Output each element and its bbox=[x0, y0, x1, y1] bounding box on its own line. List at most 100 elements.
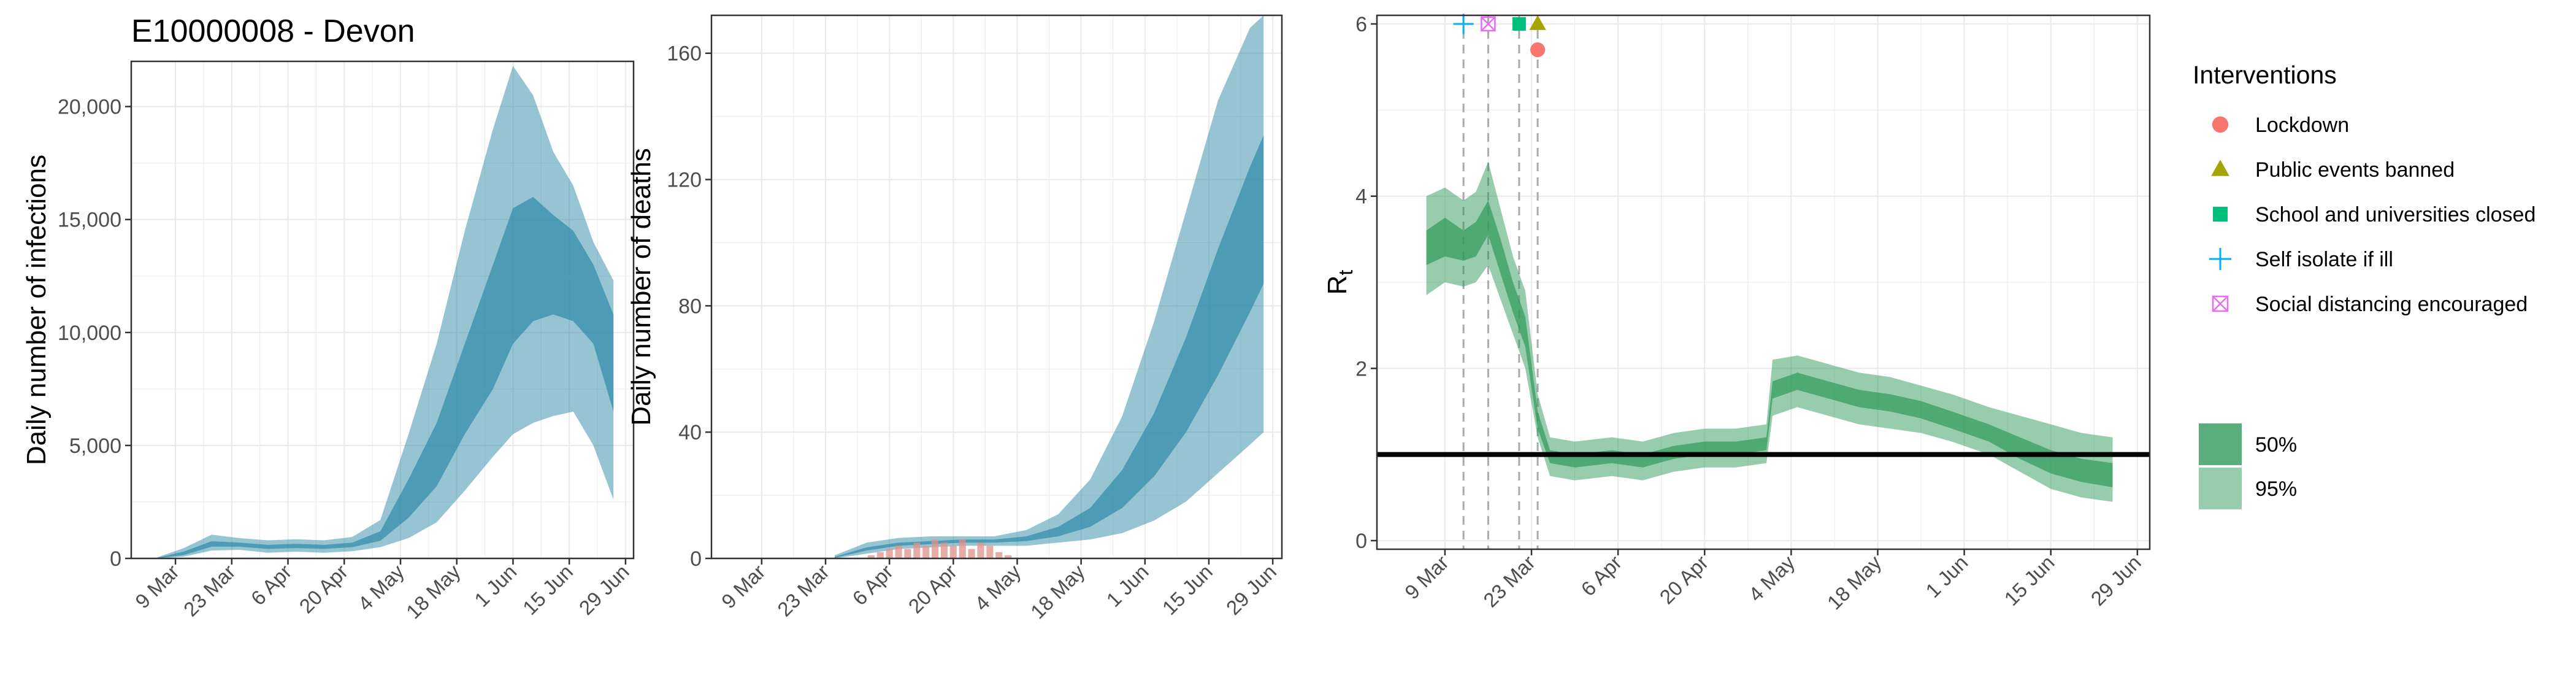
y-tick-label: 20,000 bbox=[58, 96, 121, 119]
x-tick-label: 1 Jun bbox=[1102, 560, 1152, 611]
intervention-marker bbox=[1481, 16, 1496, 32]
observed-death-bar bbox=[931, 539, 939, 558]
y-tick-label: 80 bbox=[678, 295, 702, 318]
legend-item-label: Public events banned bbox=[2255, 158, 2455, 182]
y-tick-label: 120 bbox=[667, 169, 702, 192]
intervention-marker bbox=[1530, 42, 1546, 58]
intervention-marker bbox=[1512, 17, 1526, 31]
x-tick-label: 23 Mar bbox=[179, 560, 240, 621]
legend-key-triangle bbox=[2211, 160, 2229, 176]
plot-area bbox=[155, 66, 614, 558]
x-tick-label: 4 May bbox=[1744, 550, 1800, 606]
observed-death-bar bbox=[922, 546, 930, 558]
plot-area bbox=[834, 15, 1264, 558]
legend-ci-swatch bbox=[2199, 468, 2242, 509]
legend-key-circle bbox=[2212, 116, 2229, 133]
x-tick-label: 1 Jun bbox=[1921, 551, 1972, 602]
x-tick-label: 23 Mar bbox=[1479, 551, 1539, 612]
observed-death-bar bbox=[1005, 555, 1012, 558]
y-axis-label-subscript: t bbox=[1335, 270, 1357, 276]
y-tick-label: 10,000 bbox=[58, 322, 121, 345]
legend-ci: 50% 95% bbox=[2199, 423, 2297, 509]
observed-death-bar bbox=[895, 546, 902, 558]
ci95-band bbox=[155, 66, 614, 558]
panel-deaths: 0 40 80 120 160 9 Mar 23 Mar 6 Apr 20 Apr 4 May 18… bbox=[626, 14, 1283, 623]
panel-frame bbox=[710, 14, 1283, 560]
legend: Interventions Lockdown Public events bann… bbox=[2193, 61, 2536, 509]
ci50-band bbox=[834, 135, 1264, 558]
chart-title: E10000008 - Devon bbox=[131, 14, 415, 49]
x-tick-label: 1 Jun bbox=[470, 560, 521, 611]
observed-death-bar bbox=[867, 555, 875, 558]
y-tick-label: 15,000 bbox=[58, 209, 121, 232]
x-tick-label: 6 Apr bbox=[247, 560, 296, 610]
y-tick-label: 6 bbox=[1355, 13, 1367, 36]
boxx-box bbox=[1481, 16, 1496, 32]
y-tick-label: 2 bbox=[1355, 357, 1367, 380]
observed-death-bar bbox=[886, 549, 893, 558]
x-tick-label: 20 Apr bbox=[904, 560, 962, 618]
boxx-box bbox=[2212, 295, 2229, 312]
x-tick-label: 29 Jun bbox=[575, 560, 634, 619]
observed-death-bar bbox=[949, 546, 957, 558]
observed-death-bar bbox=[986, 546, 994, 558]
legend-item-label: Lockdown bbox=[2255, 114, 2349, 137]
intervention-marker bbox=[1453, 14, 1474, 34]
observed-death-bar bbox=[940, 542, 948, 558]
plot-area bbox=[1426, 15, 2113, 549]
x-tick-label: 29 Jun bbox=[2087, 551, 2145, 610]
legend-ci-label: 50% bbox=[2255, 433, 2297, 457]
boxx-d2 bbox=[2212, 296, 2228, 312]
x-tick-label: 20 Apr bbox=[295, 560, 353, 618]
x-tick-label: 4 May bbox=[970, 560, 1025, 615]
observed-death-bar bbox=[968, 549, 975, 558]
y-tick-label: 0 bbox=[690, 547, 702, 571]
ci50-band bbox=[155, 196, 614, 558]
x-tick-label: 9 Mar bbox=[717, 560, 770, 613]
x-tick-label: 18 May bbox=[1026, 560, 1089, 623]
y-tick-label: 5,000 bbox=[69, 434, 121, 458]
y-axis-label: Daily number of deaths bbox=[626, 148, 656, 425]
y-tick-label: 4 bbox=[1355, 185, 1367, 209]
boxx-d2 bbox=[1481, 17, 1496, 31]
legend-item-label: Social distancing encouraged bbox=[2255, 293, 2528, 316]
legend-ci-swatch bbox=[2199, 423, 2242, 465]
x-tick-label: 15 Jun bbox=[1158, 560, 1217, 619]
panel-frame bbox=[130, 60, 635, 560]
x-tick-label: 20 Apr bbox=[1655, 551, 1713, 609]
observed-death-bar bbox=[913, 542, 921, 558]
legend-item-label: Self isolate if ill bbox=[2255, 248, 2393, 271]
x-tick-label: 15 Jun bbox=[1999, 551, 2058, 610]
legend-key-plus bbox=[2209, 248, 2231, 270]
legend-ci-label: 95% bbox=[2255, 477, 2297, 501]
legend-item-label: School and universities closed bbox=[2255, 203, 2536, 226]
x-tick-label: 15 Jun bbox=[518, 560, 577, 619]
observed-death-bar bbox=[977, 542, 984, 558]
panel-rt: 0 2 4 6 9 Mar 23 Mar 6 Apr 20 Apr 4 May 18 May 1 J… bbox=[1322, 13, 2151, 614]
y-tick-label: 0 bbox=[1355, 530, 1367, 553]
x-tick-label: 18 May bbox=[402, 560, 465, 623]
x-tick-label: 9 Mar bbox=[1400, 551, 1453, 604]
x-tick-label: 9 Mar bbox=[131, 560, 183, 613]
observed-death-bar bbox=[995, 552, 1003, 558]
legend-key-boxx bbox=[2212, 295, 2229, 312]
y-tick-label: 0 bbox=[110, 547, 121, 571]
x-tick-label: 6 Apr bbox=[1576, 551, 1626, 601]
legend-items: Lockdown Public events banned School and u… bbox=[2209, 114, 2536, 316]
y-tick-label: 40 bbox=[678, 421, 702, 444]
observed-death-bar bbox=[959, 539, 966, 558]
y-tick-label: 160 bbox=[667, 42, 702, 66]
x-tick-label: 4 May bbox=[353, 560, 408, 615]
legend-key-square bbox=[2213, 207, 2228, 222]
x-tick-label: 29 Jun bbox=[1222, 560, 1281, 619]
legend-title: Interventions bbox=[2193, 61, 2337, 89]
x-tick-label: 23 Mar bbox=[773, 560, 834, 621]
ci50-band bbox=[1426, 200, 2113, 487]
y-axis-label: Daily number of infections bbox=[21, 155, 52, 465]
observed-death-bar bbox=[904, 549, 911, 558]
grid bbox=[1377, 15, 2150, 549]
y-axis-label: Rt bbox=[1322, 270, 1357, 295]
intervention-marker bbox=[1529, 15, 1546, 30]
